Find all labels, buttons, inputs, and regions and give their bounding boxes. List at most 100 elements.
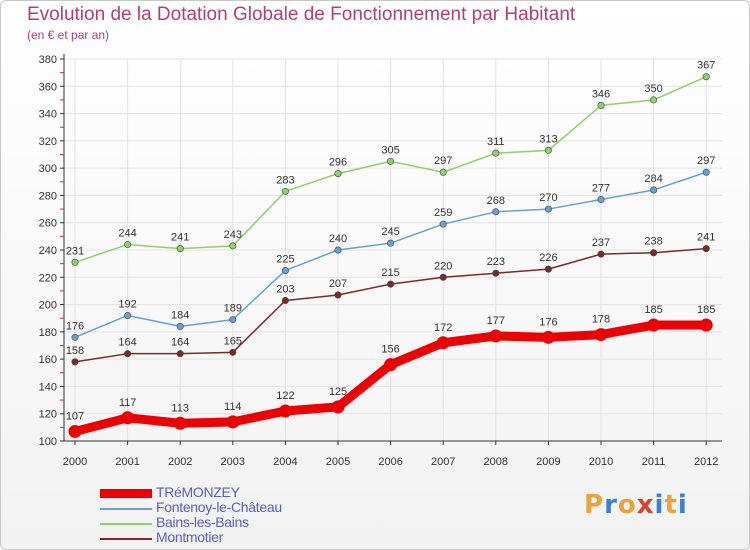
y-tick-label: 340	[39, 109, 57, 121]
y-tick-label: 360	[39, 81, 57, 93]
data-point	[544, 205, 552, 213]
legend-label: Fontenoy-le-Château	[156, 499, 282, 515]
data-point	[331, 400, 345, 414]
series-fontenoy-le-ch-teau: 176 192 184 189 225 240 245 259 268 270 277 284 297	[66, 155, 715, 341]
logo-letter: P	[584, 490, 605, 520]
data-label: 164	[171, 337, 189, 349]
y-tick-label: 260	[39, 218, 57, 230]
x-tick-label: 2005	[326, 456, 350, 468]
data-point	[387, 157, 395, 165]
data-label: 241	[697, 232, 715, 244]
data-point	[281, 266, 289, 274]
data-label: 122	[276, 390, 294, 402]
data-label: 313	[539, 133, 557, 145]
data-point	[439, 168, 447, 176]
data-point	[647, 318, 661, 332]
data-point	[439, 273, 447, 281]
data-label: 158	[66, 345, 84, 357]
data-label: 176	[66, 320, 84, 332]
y-tick-label: 240	[39, 245, 57, 257]
data-label: 220	[434, 260, 452, 272]
data-label: 237	[592, 237, 610, 249]
data-label: 164	[118, 337, 136, 349]
data-label: 207	[329, 278, 347, 290]
data-label: 117	[119, 397, 137, 409]
y-tick-label: 100	[39, 436, 57, 448]
data-label: 296	[329, 157, 347, 169]
data-point	[229, 316, 237, 324]
x-tick-label: 2002	[168, 456, 192, 468]
logo-letter: t	[664, 490, 678, 520]
legend-label: Bains-les-Bains	[156, 514, 249, 530]
series-tr-monzey: 107 117 113 114 122 125 156 172 177 176 178 185 185	[66, 304, 715, 438]
data-point	[278, 404, 292, 418]
data-label: 244	[118, 228, 136, 240]
data-label: 305	[381, 144, 399, 156]
data-point	[544, 265, 552, 273]
data-point	[489, 329, 503, 343]
data-point	[702, 168, 710, 176]
data-point	[334, 246, 342, 254]
data-label: 270	[539, 192, 557, 204]
logo-letter: o	[617, 490, 637, 520]
y-tick-label: 160	[39, 354, 57, 366]
x-tick-label: 2000	[63, 456, 87, 468]
data-point	[334, 170, 342, 178]
legend-swatch	[100, 523, 152, 525]
data-label: 165	[224, 335, 242, 347]
legend-swatch	[100, 489, 152, 498]
data-label: 189	[224, 303, 242, 315]
data-point	[594, 328, 608, 342]
y-tick-label: 200	[39, 300, 57, 312]
data-point	[173, 416, 187, 430]
data-label: 185	[697, 304, 715, 316]
data-point	[650, 249, 658, 257]
x-tick-label: 2007	[431, 456, 455, 468]
data-label: 231	[66, 245, 84, 257]
data-point	[492, 208, 500, 216]
data-point	[541, 330, 555, 344]
data-point	[229, 242, 237, 250]
data-label: 350	[644, 83, 662, 95]
data-point	[121, 411, 135, 425]
data-point	[387, 239, 395, 247]
data-label: 114	[224, 401, 242, 413]
data-label: 225	[276, 253, 294, 265]
data-point	[71, 358, 79, 366]
data-label: 297	[697, 155, 715, 167]
data-label: 203	[276, 283, 294, 295]
y-tick-label: 380	[39, 54, 57, 66]
legend-label: Montmotier	[156, 529, 224, 545]
data-label: 125	[329, 386, 347, 398]
data-label: 185	[644, 304, 662, 316]
data-label: 178	[592, 314, 610, 326]
data-label: 367	[697, 60, 715, 72]
data-point	[124, 311, 132, 319]
data-label: 346	[592, 88, 610, 100]
data-point	[124, 241, 132, 249]
data-point	[176, 350, 184, 358]
x-tick-label: 2001	[115, 456, 139, 468]
data-point	[699, 318, 713, 332]
data-point	[176, 322, 184, 330]
data-label: 245	[381, 226, 399, 238]
y-tick-label: 140	[39, 381, 57, 393]
data-point	[439, 220, 447, 228]
y-tick-label: 320	[39, 136, 57, 148]
data-label: 284	[644, 173, 662, 185]
y-tick-label: 220	[39, 272, 57, 284]
legend-label: TRéMONZEY	[156, 484, 240, 500]
data-label: 156	[381, 344, 399, 356]
data-label: 177	[487, 315, 505, 327]
data-label: 226	[539, 252, 557, 264]
data-label: 238	[644, 236, 662, 248]
data-point	[176, 245, 184, 253]
data-label: 283	[276, 174, 294, 186]
data-label: 176	[539, 316, 557, 328]
data-label: 268	[487, 195, 505, 207]
series-montmotier: 158 164 164 165 203 207 215 220 223 226 237 238 241	[66, 232, 715, 366]
data-label: 240	[329, 233, 347, 245]
data-point	[650, 186, 658, 194]
chart-title: Evolution de la Dotation Globale de Fonc…	[27, 4, 576, 25]
